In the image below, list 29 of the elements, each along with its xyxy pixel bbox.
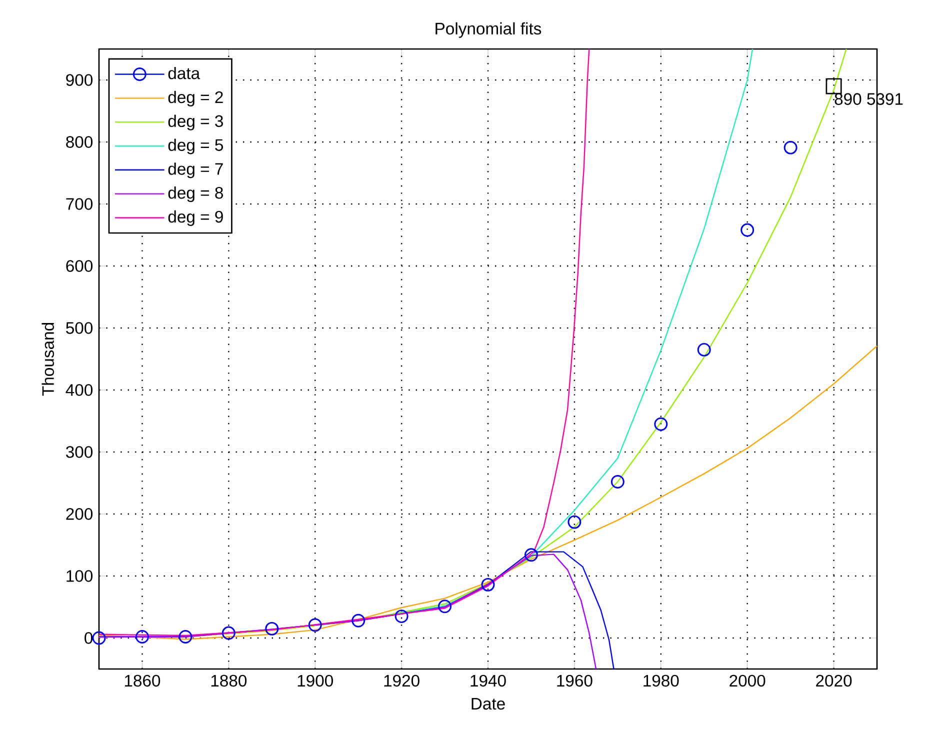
y-tick-label: 300 bbox=[66, 446, 93, 458]
y-tick-label: 700 bbox=[66, 198, 93, 210]
x-tick-label: 1980 bbox=[644, 674, 679, 687]
x-tick-label: 2000 bbox=[730, 674, 766, 687]
y-tick-label: 600 bbox=[66, 260, 93, 272]
chart-title: Polynomial fits bbox=[436, 22, 542, 38]
legend-label: deg = 5 bbox=[168, 138, 224, 154]
x-tick-label: 2020 bbox=[816, 674, 852, 687]
y-tick-label: 400 bbox=[66, 384, 93, 396]
legend-label: deg = 9 bbox=[168, 210, 223, 226]
legend-label: deg = 3 bbox=[168, 114, 223, 130]
y-tick-label: 100 bbox=[66, 570, 93, 582]
legend-label: data bbox=[168, 66, 200, 80]
x-tick-label: 1960 bbox=[557, 674, 592, 687]
x-tick-label: 1880 bbox=[211, 674, 247, 687]
x-tick-label: 1900 bbox=[298, 674, 333, 687]
x-axis-title: Date bbox=[472, 698, 505, 710]
x-tick-label: 1860 bbox=[124, 674, 160, 687]
legend-label: deg = 7 bbox=[168, 162, 223, 178]
legend-label: deg = 8 bbox=[168, 186, 223, 202]
y-tick-label: 800 bbox=[66, 136, 93, 148]
y-tick-label: 200 bbox=[66, 508, 93, 520]
y-axis-title: Thousand bbox=[42, 323, 54, 396]
x-tick-label: 1920 bbox=[384, 674, 420, 687]
legend-label: deg = 2 bbox=[168, 90, 223, 106]
y-tick-label: 0 bbox=[84, 632, 93, 644]
y-tick-label: 900 bbox=[66, 74, 93, 86]
y-tick-label: 500 bbox=[66, 322, 93, 334]
x-tick-label: 1940 bbox=[470, 674, 506, 687]
